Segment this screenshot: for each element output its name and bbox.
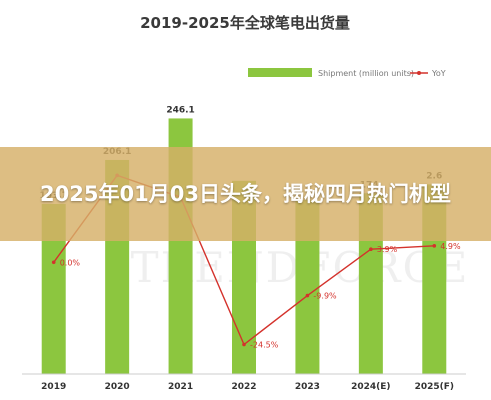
yoy-value-label: -24.5%	[250, 341, 279, 350]
legend: Shipment (million units) YoY	[248, 68, 446, 78]
yoy-value-label: 4.9%	[440, 242, 461, 251]
yoy-point-2024(E)	[369, 247, 373, 251]
x-tick-label: 2024(E)	[351, 382, 390, 392]
x-tick-label: 2019	[41, 382, 66, 392]
bar-value-label: 246.1	[166, 105, 194, 115]
x-tick-labels: 2019 2020 2021 2022 2023 2024(E) 2025(F)	[41, 382, 454, 392]
legend-swatch-shipment	[248, 68, 312, 77]
yoy-point-2025(F)	[432, 244, 437, 248]
headline-text: 2025年01月03日头条，揭秘四月热门机型	[40, 182, 451, 206]
x-tick-label: 2025(F)	[415, 382, 454, 392]
legend-label-yoy: YoY	[431, 69, 446, 78]
legend-label-shipment: Shipment (million units)	[318, 69, 414, 78]
yoy-point-2023	[305, 293, 310, 298]
yoy-value-label: -9.9%	[313, 292, 337, 301]
yoy-point-2019	[51, 260, 56, 265]
yoy-value-labels: 0.0% -24.5% -9.9% 3.9% 4.9%	[60, 242, 461, 350]
legend-marker-yoy	[417, 71, 421, 75]
bar-series	[41, 118, 447, 374]
headline-banner: 2025年01月03日头条，揭秘四月热门机型	[0, 147, 491, 241]
x-tick-label: 2023	[295, 382, 320, 392]
x-tick-label: 2021	[168, 382, 193, 392]
x-tick-label: 2020	[105, 382, 130, 392]
yoy-value-label: 0.0%	[60, 258, 81, 267]
yoy-point-2022	[242, 342, 246, 347]
yoy-value-label: 3.9%	[377, 245, 398, 254]
chart-title: 2019-2025年全球笔电出货量	[140, 14, 350, 32]
x-tick-label: 2022	[231, 382, 256, 392]
